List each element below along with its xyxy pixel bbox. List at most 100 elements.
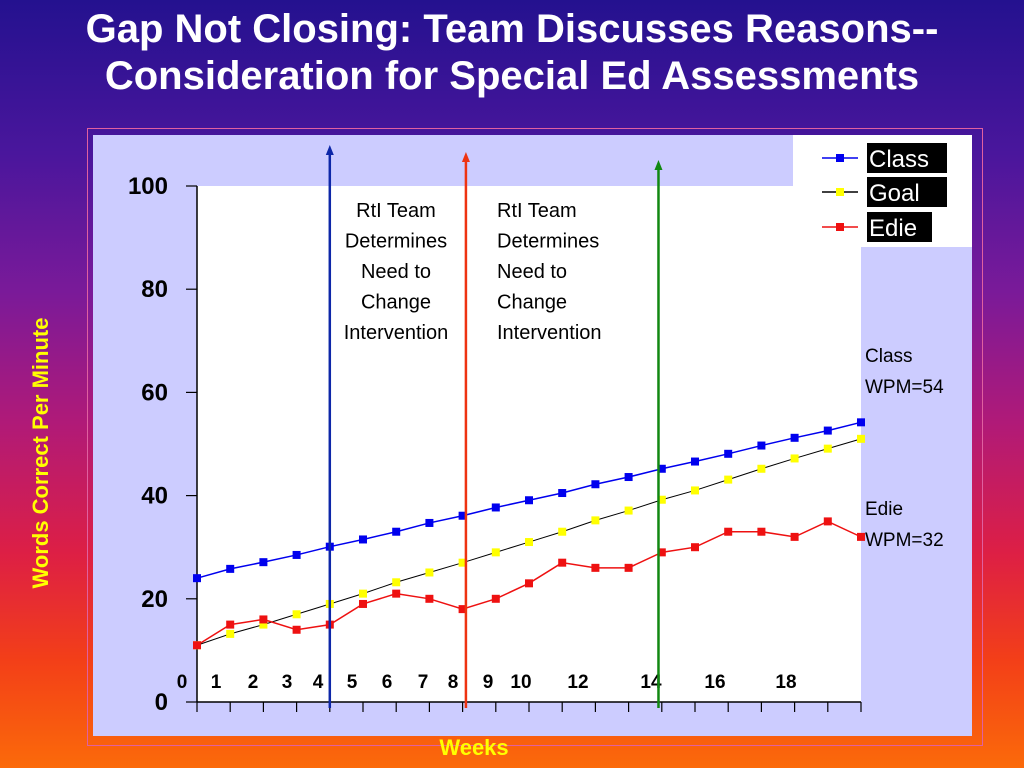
- data-point-class: [790, 433, 799, 442]
- intervention-arrow-2: [461, 152, 470, 162]
- y-tick-label: 20: [141, 586, 168, 613]
- x-tick-label: 16: [704, 672, 725, 693]
- plot-area: [197, 186, 861, 702]
- data-point-goal: [757, 464, 766, 473]
- data-point-goal: [359, 589, 367, 598]
- data-point-class: [458, 511, 467, 520]
- data-point-goal: [790, 454, 799, 463]
- data-point-edie: [624, 563, 633, 572]
- x-tick-label: 18: [775, 672, 796, 693]
- x-tick-label: 8: [448, 672, 459, 693]
- x-axis-title: Weeks: [439, 735, 508, 760]
- data-point-edie: [757, 527, 766, 536]
- data-point-goal: [425, 568, 434, 577]
- data-point-edie: [823, 517, 832, 526]
- plot-frame-border: [87, 128, 983, 746]
- data-point-class: [425, 518, 434, 527]
- data-point-edie: [226, 620, 235, 629]
- x-tick-label: 0: [177, 672, 188, 693]
- data-point-class: [591, 480, 600, 489]
- data-point-class: [757, 441, 766, 450]
- x-tick-label: 9: [483, 672, 494, 693]
- y-tick-label: 60: [141, 379, 168, 406]
- legend-marker-goal: [836, 188, 844, 196]
- data-point-class: [193, 574, 201, 583]
- annotation-2-line: Intervention: [497, 322, 602, 344]
- side-label-edie: Edie: [865, 499, 903, 520]
- data-point-goal: [292, 610, 301, 619]
- x-tick-label: 5: [347, 672, 358, 693]
- data-point-edie: [724, 527, 733, 536]
- data-point-class: [691, 457, 699, 466]
- legend-label-bg: [867, 177, 947, 207]
- annotation-1-line: Intervention: [344, 322, 449, 344]
- y-tick-label: 40: [141, 483, 168, 510]
- legend-label-class: Class: [869, 146, 929, 173]
- x-tick-label: 10: [510, 672, 531, 693]
- x-tick-label: 6: [382, 672, 393, 693]
- data-point-goal: [392, 578, 401, 587]
- data-point-goal: [724, 475, 733, 484]
- annotation-2-line: Change: [497, 292, 567, 314]
- y-axis-title: Words Correct Per Minute: [28, 318, 53, 589]
- data-point-goal: [525, 538, 533, 547]
- side-label-edie: WPM=32: [865, 530, 944, 551]
- y-tick-label: 0: [155, 689, 168, 716]
- x-tick-label: 7: [418, 672, 429, 693]
- data-point-class: [857, 418, 865, 427]
- data-point-class: [491, 503, 500, 512]
- data-point-edie: [591, 563, 600, 572]
- annotation-1-line: Change: [361, 292, 431, 314]
- side-label-class: WPM=54: [865, 377, 944, 398]
- annotation-1-line: Determines: [345, 231, 447, 253]
- data-point-goal: [558, 527, 567, 536]
- data-point-goal: [823, 444, 832, 453]
- data-point-class: [724, 449, 733, 458]
- slide-title: Gap Not Closing: Team Discusses Reasons-…: [0, 6, 1024, 100]
- data-point-edie: [558, 558, 567, 567]
- legend-marker-edie: [836, 223, 844, 231]
- data-point-edie: [691, 543, 699, 552]
- data-point-edie: [425, 594, 434, 603]
- annotation-1-line: RtI Team: [356, 200, 436, 222]
- x-tick-label: 12: [567, 672, 588, 693]
- data-point-goal: [226, 629, 235, 638]
- data-point-edie: [790, 532, 799, 541]
- data-point-class: [259, 558, 268, 567]
- data-point-edie: [259, 615, 268, 624]
- data-point-edie: [657, 548, 666, 557]
- x-tick-label: 1: [211, 672, 222, 693]
- intervention-arrow-3: [654, 160, 663, 170]
- intervention-arrow-1: [325, 145, 334, 155]
- side-label-class: Class: [865, 346, 913, 367]
- x-tick-label: 3: [282, 672, 293, 693]
- slide-title-line-1: Gap Not Closing: Team Discusses Reasons-…: [85, 7, 939, 51]
- slide-title-line-2: Consideration for Special Ed Assessments: [104, 54, 920, 98]
- data-point-goal: [857, 434, 865, 443]
- data-point-goal: [591, 516, 600, 525]
- x-tick-label: 2: [248, 672, 259, 693]
- data-point-class: [657, 464, 666, 473]
- annotation-2-line: Need to: [497, 261, 567, 283]
- legend-marker-class: [836, 154, 844, 162]
- data-point-edie: [193, 641, 201, 650]
- data-point-class: [558, 489, 567, 498]
- y-tick-label: 80: [141, 276, 168, 303]
- y-tick-label: 100: [128, 173, 168, 200]
- annotation-1-line: Need to: [361, 261, 431, 283]
- data-point-goal: [657, 495, 666, 504]
- data-point-class: [359, 535, 367, 544]
- data-point-class: [823, 426, 832, 435]
- data-point-class: [292, 550, 301, 559]
- data-point-class: [226, 564, 235, 573]
- data-point-goal: [691, 486, 699, 495]
- data-point-class: [392, 527, 401, 536]
- data-point-edie: [458, 605, 467, 614]
- x-tick-label: 4: [313, 672, 324, 693]
- legend-label-edie: Edie: [869, 215, 917, 242]
- data-point-edie: [292, 625, 301, 634]
- data-point-class: [624, 473, 633, 482]
- data-point-edie: [491, 594, 500, 603]
- annotation-2-line: RtI Team: [497, 200, 577, 222]
